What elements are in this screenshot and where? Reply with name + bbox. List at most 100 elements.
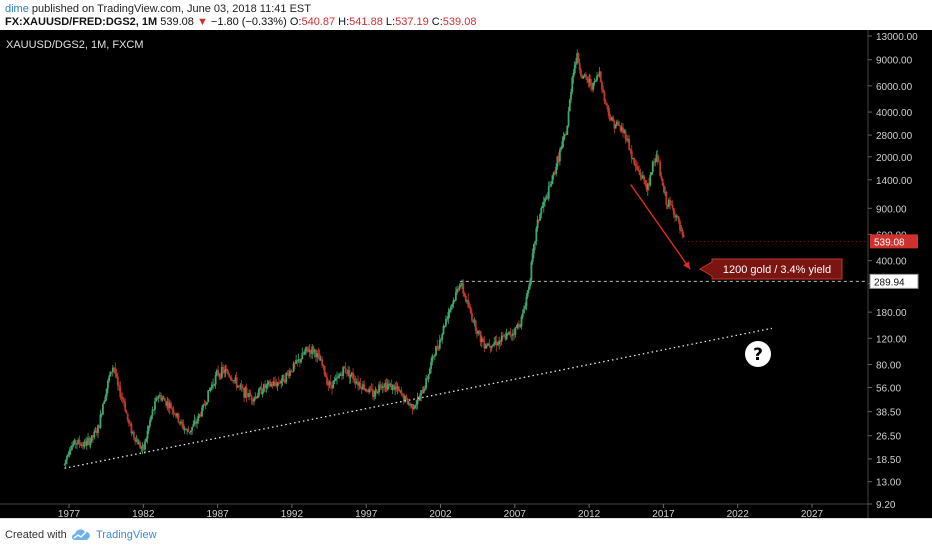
candle-body [183,429,186,430]
candle-body [264,384,267,389]
author-link[interactable]: dime [5,3,29,15]
candle-body [450,306,452,310]
candle-body [342,366,345,376]
candle-body [311,346,314,354]
candle-body [656,154,659,162]
candle-body [267,381,270,383]
y-tick-label: 26.50 [876,432,901,443]
candle-body [165,400,167,406]
candle-body [274,381,276,384]
close-label: C: [431,16,443,28]
candle-body [661,178,664,186]
high-label: H: [338,16,350,28]
y-tick-label: 9000.00 [876,56,913,67]
candle-body [166,401,169,406]
candle-body [623,130,626,133]
candle-body [263,384,265,392]
candle-body [275,383,278,387]
candle-body [326,377,328,385]
candle-body [442,325,445,334]
candle-body [650,172,653,175]
candle-body [64,459,67,464]
price-chart[interactable]: XAUUSD/DGS2, 1M, FXCM 13000.00 9000.00 600… [0,30,932,518]
candle-body [196,421,198,424]
candle-body [645,184,648,190]
candle-body [277,382,280,384]
candle-body [66,455,68,460]
candle-body [446,318,449,320]
candle-body [89,440,92,446]
candle-body [415,404,418,406]
candle-body [379,384,382,387]
candle-body [532,244,535,254]
candle-body [457,288,460,290]
candle-body [197,415,200,422]
candle-body [589,79,592,86]
candle-body [612,117,615,122]
candle-body [73,440,76,445]
candle-body [587,80,590,83]
candle-body [358,383,361,386]
candle-body [120,397,123,398]
candle-body [599,71,602,82]
publish-info: published on TradingView.com, June 03, 2… [31,3,311,15]
candle-body [401,394,404,396]
candle-body [562,136,565,142]
candle-body [237,385,239,388]
candle-body [397,386,400,392]
candle-body [180,421,182,424]
candle-body [677,216,680,222]
candle-body [108,376,111,381]
candle-body [497,344,499,346]
candle-body [467,300,470,307]
candle-body [168,403,171,409]
candle-body [581,75,584,79]
x-tick-label: 1977 [58,509,81,518]
y-tick-label: 900.00 [876,204,907,215]
candle-body [385,382,388,390]
forecast-arrow [630,184,691,270]
candle-body [493,342,496,345]
candle-body [157,396,160,399]
candle-body [329,381,332,386]
candle-body [160,395,163,401]
candle-body [144,441,146,450]
candle-body [479,331,482,343]
candle-body [640,175,643,179]
candle-body [464,295,467,302]
candle-body [177,413,180,423]
candle-body [489,345,492,348]
candle-body [124,402,127,412]
candle-body [592,82,595,90]
chart-area[interactable]: XAUUSD/DGS2, 1M, FXCM 13000.00 9000.00 600… [0,30,932,518]
candle-body [172,409,175,414]
candle-body [416,399,419,405]
candle-body [162,398,165,400]
candle-body [594,80,597,82]
y-tick-label: 13.00 [876,478,901,489]
candle-body [243,388,246,398]
candle-body [573,64,576,74]
candle-body [388,384,390,386]
candle-body [176,413,179,417]
candle-body [601,81,603,90]
candle-body [193,421,196,425]
candle-body [515,327,518,329]
high-value: 541.88 [349,16,383,28]
candle-body [156,397,159,399]
candle-body [462,283,465,294]
candle-body [417,399,420,401]
candle-body [644,180,647,185]
candle-body [425,378,428,389]
candle-body [149,419,151,426]
tradingview-link[interactable]: TradingView [96,529,157,541]
candle-body [441,333,444,340]
candle-body [627,138,629,141]
candle-body [323,365,326,375]
candle-body [209,387,212,391]
candle-body [192,424,195,427]
candle-body [596,75,598,81]
candle-body [227,370,229,375]
candle-body [254,396,257,399]
y-tick-label: 180.00 [876,308,907,319]
